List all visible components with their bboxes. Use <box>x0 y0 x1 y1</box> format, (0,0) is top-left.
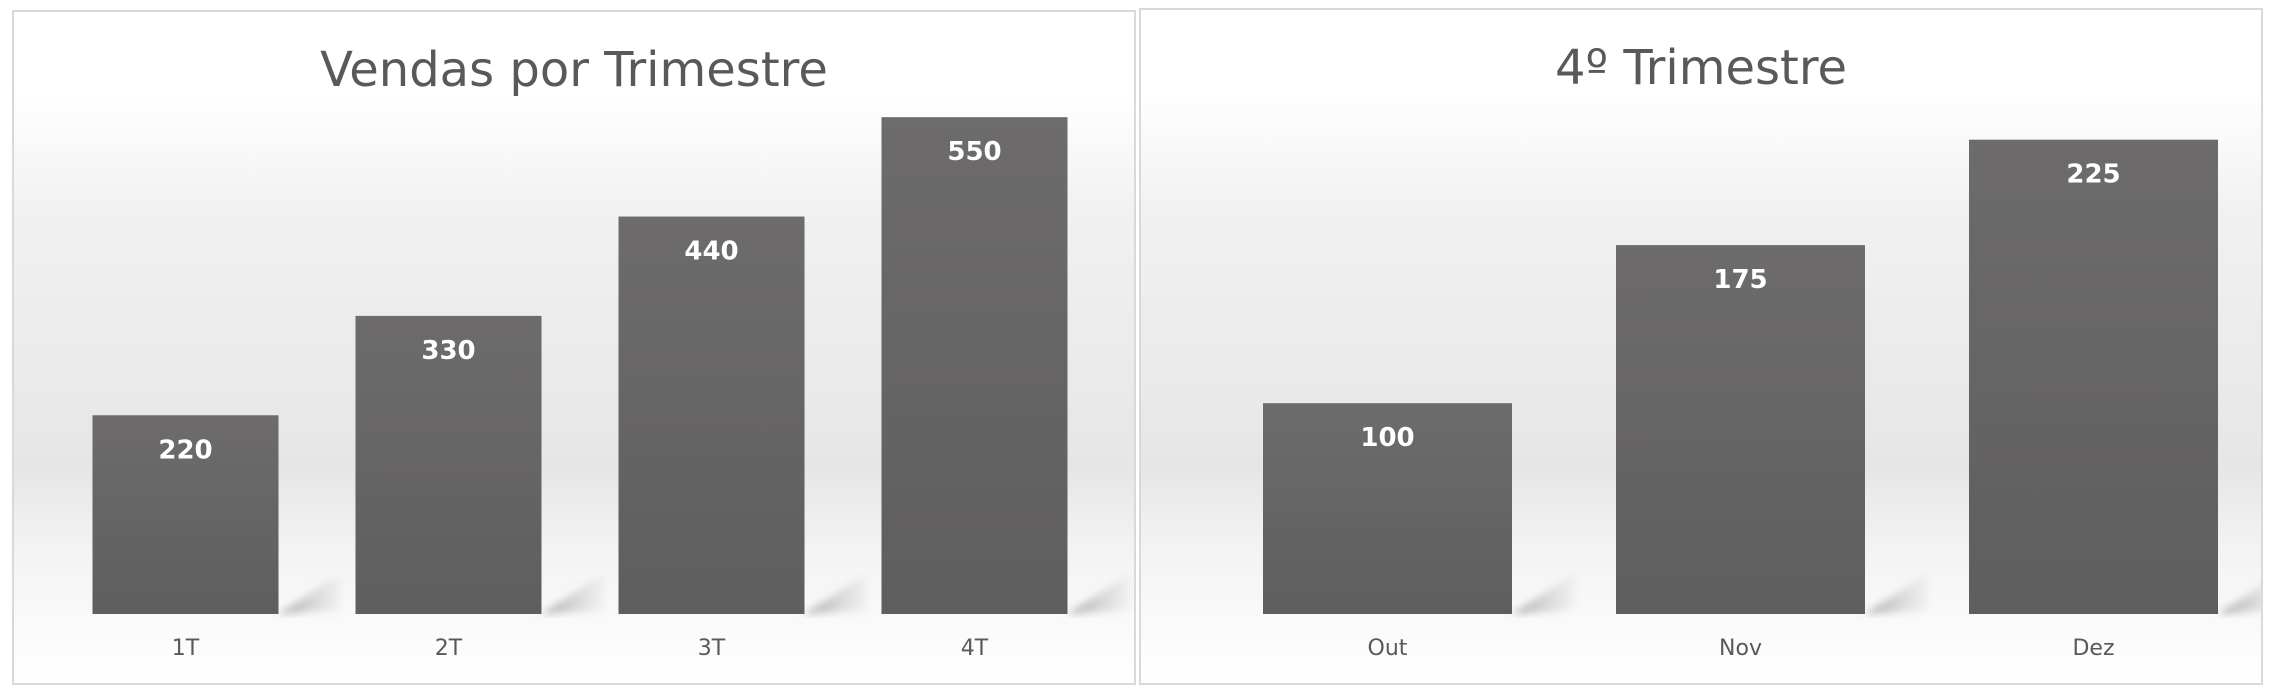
data-label: 550 <box>947 137 1001 167</box>
x-tick-label: 3T <box>698 636 726 661</box>
bar-chart-quarterly-sales: 220 1T 330 2T 440 3T 550 4T <box>92 117 1130 661</box>
bar-dez <box>1969 139 2218 614</box>
x-tick-label: Dez <box>2072 636 2114 661</box>
bar-1t <box>92 415 279 614</box>
bar-shadow <box>804 574 867 614</box>
x-tick-label: 2T <box>435 636 463 661</box>
x-tick-label: 4T <box>961 636 989 661</box>
x-tick-label: Nov <box>1719 636 1762 661</box>
data-label: 100 <box>1360 423 1414 453</box>
chart-title: Vendas por Trimestre <box>320 42 828 98</box>
bar-3t <box>618 216 805 615</box>
data-label: 220 <box>158 435 212 465</box>
data-label: 225 <box>2066 160 2120 190</box>
data-label: 440 <box>684 237 738 267</box>
bar-4t <box>881 117 1068 615</box>
x-tick-label: Out <box>1368 636 1408 661</box>
data-label: 330 <box>421 336 475 366</box>
x-tick-label: 1T <box>172 636 200 661</box>
bar-shadow <box>1512 574 1574 614</box>
chart-title: 4º Trimestre <box>1554 40 1848 96</box>
bar-2t <box>355 315 542 614</box>
bar-nov <box>1616 245 1865 614</box>
bar-out <box>1263 403 1512 614</box>
bar-shadow <box>541 574 604 614</box>
bar-shadow <box>2218 586 2261 614</box>
bar-shadow <box>1865 574 1927 614</box>
bar-shadow <box>278 574 341 614</box>
bar-chart-fourth-quarter: 100 Out 175 Nov 225 Dez <box>1263 139 2261 661</box>
chart-panel-quarterly-sales: Vendas por Trimestre 220 1T 330 2T 440 3T 550 4… <box>12 10 1136 685</box>
chart-panel-fourth-quarter: 4º Trimestre 100 Out 175 Nov 225 Dez <box>1139 8 2263 685</box>
bar-shadow <box>1067 574 1130 614</box>
data-label: 175 <box>1713 265 1767 295</box>
